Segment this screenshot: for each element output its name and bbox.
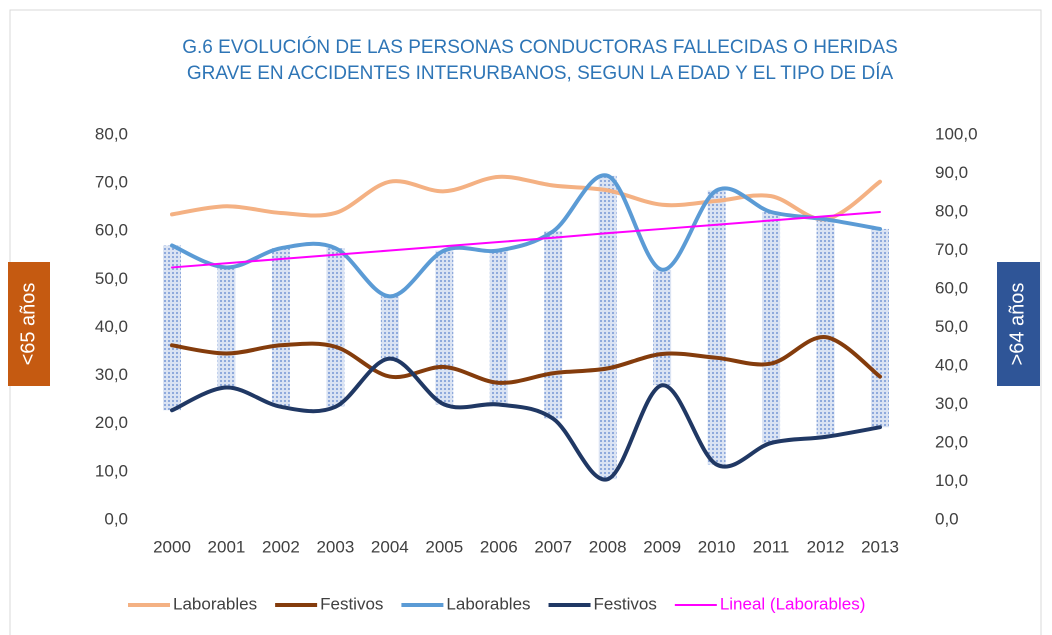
x-tick-label: 2002	[262, 537, 300, 556]
y-tick-label: 80,0	[95, 124, 128, 143]
x-tick-label: 2009	[643, 537, 681, 556]
y2-tick-label: 40,0	[935, 355, 968, 374]
x-tick-label: 2007	[534, 537, 572, 556]
y2-tick-label: 80,0	[935, 201, 968, 220]
y-tick-label: 70,0	[95, 173, 128, 192]
hilo-bar	[163, 245, 181, 411]
legend-label: Festivos	[594, 594, 657, 613]
y2-tick-label: 70,0	[935, 240, 968, 259]
chart-title: GRAVE EN ACCIDENTES INTERURBANOS, SEGUN …	[187, 63, 894, 84]
hilo-bar	[762, 212, 781, 443]
x-tick-label: 2000	[153, 537, 191, 556]
legend-label: Laborables	[173, 594, 257, 613]
y2-tick-label: 50,0	[935, 317, 968, 336]
y-tick-label: 20,0	[95, 413, 128, 432]
y-tick-label: 40,0	[95, 317, 128, 336]
y-tick-label: 10,0	[95, 461, 128, 480]
x-tick-label: 2008	[589, 537, 627, 556]
hilo-bar	[653, 269, 672, 386]
legend-label: Laborables	[446, 594, 530, 613]
hilo-bar	[544, 231, 563, 419]
hilo-bar	[707, 190, 726, 465]
y2-label-box	[997, 262, 1040, 386]
y2-tick-label: 0,0	[935, 509, 959, 528]
y2-tick-label: 30,0	[935, 394, 968, 413]
hilo-bar	[217, 267, 236, 388]
series-line	[170, 174, 882, 222]
chart-title: G.6 EVOLUCIÓN DE LAS PERSONAS CONDUCTORA…	[182, 36, 898, 58]
hilo-bar	[598, 175, 617, 480]
hilo-bar	[489, 250, 508, 405]
x-tick-label: 2011	[753, 537, 790, 556]
hilo-bar	[271, 248, 290, 407]
y2-tick-label: 10,0	[935, 471, 968, 490]
y-tick-label: 0,0	[104, 509, 128, 528]
series-line	[170, 335, 882, 385]
hilo-bar	[816, 219, 835, 437]
hilo-bar	[326, 248, 345, 407]
legend-label: Festivos	[320, 594, 383, 613]
series-line	[170, 173, 882, 299]
x-tick-label: 2005	[425, 537, 463, 556]
y-tick-label: 60,0	[95, 221, 128, 240]
series-line	[171, 211, 881, 269]
hilo-bar	[380, 296, 399, 359]
y2-tick-label: 90,0	[935, 163, 968, 182]
y2-tick-label: 60,0	[935, 278, 968, 297]
y2-tick-label: 20,0	[935, 432, 968, 451]
legend-label: Lineal (Laborables)	[720, 594, 866, 613]
chart-border	[9, 9, 1042, 635]
x-tick-label: 2012	[807, 537, 845, 556]
hilo-bar	[435, 250, 454, 405]
x-tick-label: 2013	[861, 537, 899, 556]
y-label-box	[8, 262, 50, 386]
x-tick-label: 2010	[698, 537, 736, 556]
y-axis-label: <65 años	[17, 283, 39, 366]
y2-axis-label: >64 años	[1006, 283, 1028, 366]
y2-tick-label: 100,0	[935, 124, 978, 143]
x-tick-label: 2004	[371, 537, 409, 556]
x-tick-label: 2006	[480, 537, 518, 556]
x-tick-label: 2001	[208, 537, 246, 556]
series-line	[170, 356, 882, 482]
y-tick-label: 50,0	[95, 269, 128, 288]
hilo-bar	[871, 228, 889, 428]
x-tick-label: 2003	[316, 537, 354, 556]
y-tick-label: 30,0	[95, 365, 128, 384]
